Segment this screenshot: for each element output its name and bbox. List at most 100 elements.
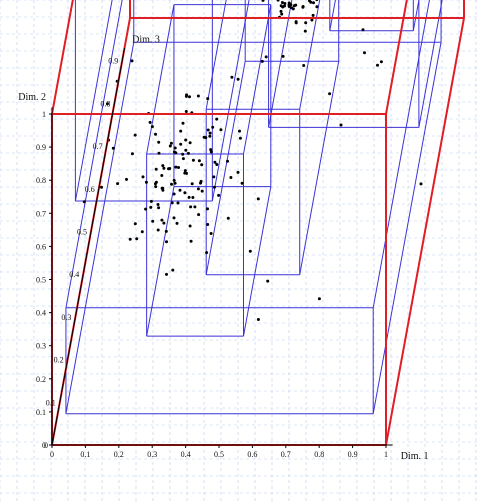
y-tick-label: 0.2 [36,375,46,384]
data-point [238,136,242,140]
sub-box-1 [65,42,135,414]
data-point [141,175,145,179]
data-point [287,5,291,8]
x-tick-label: 0.1 [80,450,90,459]
data-point [189,205,193,209]
data-point [130,152,134,156]
data-point [240,181,244,185]
data-point [208,131,212,135]
data-point [215,163,219,166]
z-tick-label: 0.2 [54,356,64,365]
y-tick-label: 0.5 [36,276,46,285]
data-point [82,200,86,204]
data-point [161,164,165,168]
data-point [308,0,311,3]
sub-box-6 [329,0,336,31]
data-point [211,125,215,129]
data-point [191,196,195,199]
z-tick-label: 0.1 [46,398,56,407]
data-point [217,193,221,197]
x-axis-label: Dim. 1 [401,451,429,462]
outer-box-edge [385,17,465,446]
sub-box-2 [211,0,250,202]
sub-box-4 [205,0,227,110]
x-tick-label: 0.5 [214,450,224,459]
data-point [176,201,180,205]
data-point [363,51,366,55]
data-point [206,207,209,211]
data-point [183,169,187,173]
data-point [294,20,298,24]
data-point [130,59,134,63]
data-point [154,180,158,184]
data-point [154,132,157,136]
y-tick-label: 0.9 [36,143,46,152]
data-point [280,1,284,4]
data-point [291,7,295,11]
y-tick-label: 0.6 [36,242,46,251]
data-point [209,232,213,235]
data-point [154,167,158,171]
data-point [196,187,200,191]
sub-box-7 [243,186,272,337]
data-point [177,166,180,169]
boxes-layer [65,0,443,415]
y-tick-label: 0.3 [36,342,46,351]
data-point [226,216,230,220]
data-point [172,192,176,196]
x-tick-label: 0.7 [281,450,291,459]
data-point [206,128,210,132]
data-point [315,5,319,9]
data-point [206,223,210,226]
data-point [181,157,185,161]
data-point [294,3,298,7]
data-point [266,279,270,283]
data-point [135,237,139,241]
data-point [287,1,291,5]
data-point [179,129,183,133]
x-tick-label: 0.6 [247,450,257,459]
data-point [191,158,195,162]
sub-box-5 [268,0,293,128]
z-tick-label: 0 [44,441,48,450]
data-point [157,206,161,210]
z-axis-label: Dim. 3 [132,34,160,45]
data-point [149,199,153,203]
data-point [310,18,314,22]
data-point [160,174,164,177]
data-point [187,195,191,199]
z-axis-line [51,47,126,446]
data-point [105,102,109,106]
z-tick-label: 0.4 [69,270,79,279]
data-point [183,171,187,175]
y-tick-label: 0.7 [36,209,46,218]
data-point [116,182,120,186]
outer-box-edge [51,0,74,115]
axes-layer: 0 0.1 0.2 0.3 0.4 0.5 0.6 0.7 0.8 0.9 1 0 0.1 0.2 0.3 0… [18,34,428,462]
data-point [200,163,204,167]
data-point [162,166,166,170]
data-point [339,123,343,127]
data-point [156,203,160,206]
data-point [376,63,379,67]
data-point [215,117,219,121]
x-tick-label: 0.9 [348,450,358,459]
sub-box-1 [65,0,123,308]
data-point [328,92,332,96]
x-tick-label: 0.8 [314,450,324,459]
data-point [168,144,172,148]
data-point [256,197,260,201]
z-tick-label: 0.5 [77,228,87,237]
data-point [236,77,240,81]
data-point [100,185,103,189]
sub-box-4 [299,61,340,275]
data-point [196,94,200,98]
data-point [206,97,210,101]
data-point [165,272,168,276]
z-tick-label: 0.7 [93,142,103,151]
data-point [151,219,155,223]
data-point [312,1,315,5]
data-point [193,205,197,209]
data-point [301,5,305,9]
z-tick-label: 0.8 [100,99,110,108]
